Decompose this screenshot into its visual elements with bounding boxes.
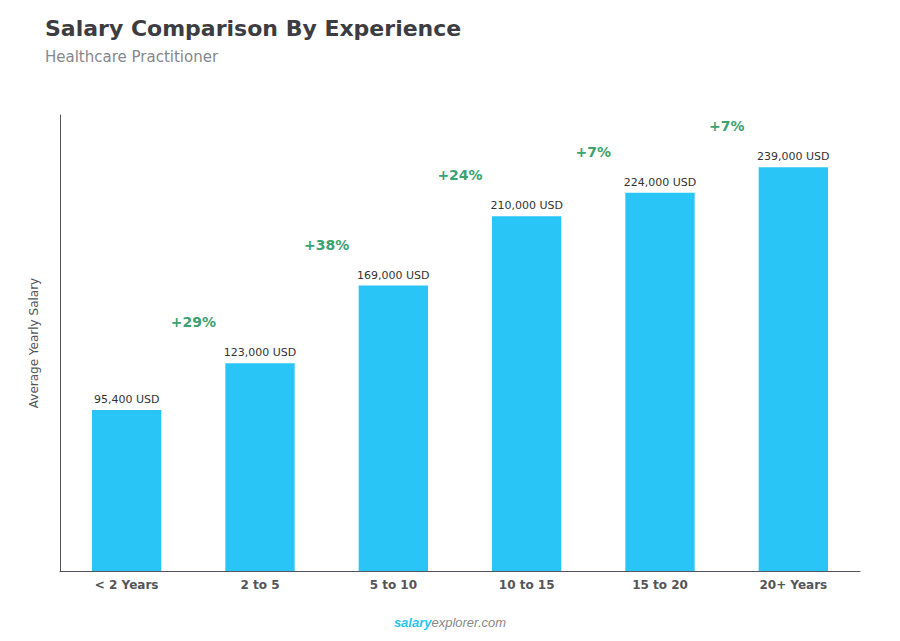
svg-text:20+ Years: 20+ Years <box>759 578 827 592</box>
svg-text:Salary Comparison By Experienc: Salary Comparison By Experience <box>45 16 461 41</box>
svg-text:10 to 15: 10 to 15 <box>499 578 555 592</box>
svg-text:2 to 5: 2 to 5 <box>240 578 279 592</box>
svg-text:169,000 USD: 169,000 USD <box>357 269 430 282</box>
svg-text:+7%: +7% <box>709 118 745 134</box>
svg-text:+7%: +7% <box>576 144 612 160</box>
svg-text:< 2 Years: < 2 Years <box>95 578 159 592</box>
svg-text:+38%: +38% <box>304 237 349 253</box>
svg-text:15 to 20: 15 to 20 <box>632 578 688 592</box>
svg-text:5 to 10: 5 to 10 <box>370 578 417 592</box>
svg-text:+29%: +29% <box>171 314 216 330</box>
svg-text:Average Yearly Salary: Average Yearly Salary <box>27 278 41 408</box>
svg-text:123,000 USD: 123,000 USD <box>224 346 297 359</box>
svg-text:+24%: +24% <box>437 167 482 183</box>
svg-text:salary: salary <box>394 615 432 630</box>
svg-text:224,000 USD: 224,000 USD <box>624 176 697 189</box>
svg-text:Healthcare Practitioner: Healthcare Practitioner <box>45 48 219 66</box>
svg-text:239,000 USD: 239,000 USD <box>757 150 830 163</box>
svg-text:explorer.com: explorer.com <box>431 615 506 630</box>
svg-text:95,400 USD: 95,400 USD <box>94 393 160 406</box>
svg-text:210,000 USD: 210,000 USD <box>490 199 563 212</box>
